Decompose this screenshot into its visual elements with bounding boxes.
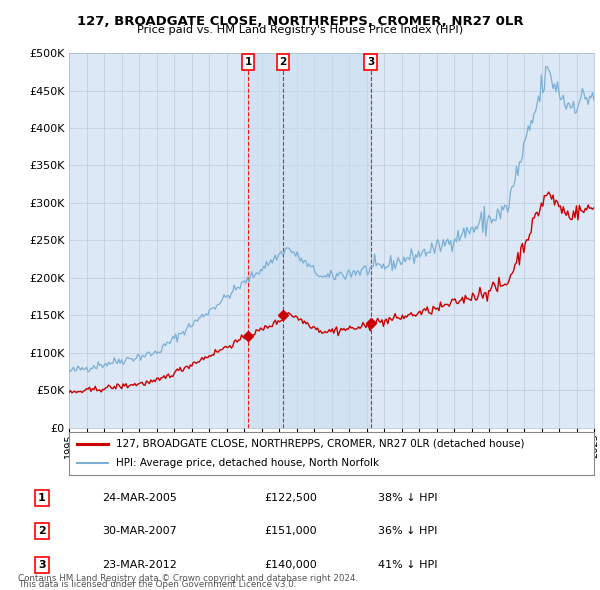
Text: 23-MAR-2012: 23-MAR-2012 <box>102 560 177 570</box>
Text: 36% ↓ HPI: 36% ↓ HPI <box>378 526 437 536</box>
Text: HPI: Average price, detached house, North Norfolk: HPI: Average price, detached house, Nort… <box>116 458 379 468</box>
Text: 2: 2 <box>280 57 287 67</box>
Text: Price paid vs. HM Land Registry's House Price Index (HPI): Price paid vs. HM Land Registry's House … <box>137 25 463 35</box>
Text: £122,500: £122,500 <box>264 493 317 503</box>
Bar <box>248 53 371 428</box>
Text: £151,000: £151,000 <box>264 526 317 536</box>
Text: This data is licensed under the Open Government Licence v3.0.: This data is licensed under the Open Gov… <box>18 581 296 589</box>
Text: 1: 1 <box>38 493 46 503</box>
Text: 127, BROADGATE CLOSE, NORTHREPPS, CROMER, NR27 0LR: 127, BROADGATE CLOSE, NORTHREPPS, CROMER… <box>77 15 523 28</box>
Text: 38% ↓ HPI: 38% ↓ HPI <box>378 493 437 503</box>
Text: 3: 3 <box>367 57 374 67</box>
Text: 1: 1 <box>244 57 251 67</box>
Text: 3: 3 <box>38 560 46 570</box>
Text: 127, BROADGATE CLOSE, NORTHREPPS, CROMER, NR27 0LR (detached house): 127, BROADGATE CLOSE, NORTHREPPS, CROMER… <box>116 438 525 448</box>
Text: 2: 2 <box>38 526 46 536</box>
Text: Contains HM Land Registry data © Crown copyright and database right 2024.: Contains HM Land Registry data © Crown c… <box>18 574 358 583</box>
Text: 24-MAR-2005: 24-MAR-2005 <box>102 493 177 503</box>
Text: 41% ↓ HPI: 41% ↓ HPI <box>378 560 437 570</box>
Text: £140,000: £140,000 <box>264 560 317 570</box>
Text: 30-MAR-2007: 30-MAR-2007 <box>102 526 177 536</box>
